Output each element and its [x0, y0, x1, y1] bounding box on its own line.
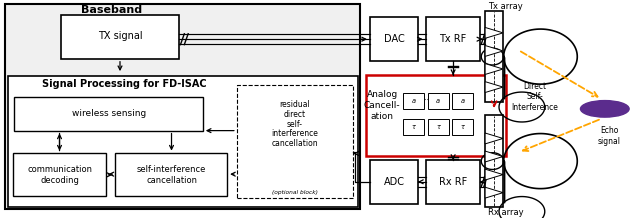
Text: TX signal: TX signal: [98, 31, 142, 41]
Text: Signal Processing for FD-ISAC: Signal Processing for FD-ISAC: [42, 79, 207, 89]
Polygon shape: [485, 82, 503, 92]
Text: Cancell-: Cancell-: [364, 101, 401, 110]
FancyBboxPatch shape: [428, 119, 449, 135]
Text: wireless sensing: wireless sensing: [72, 109, 146, 118]
FancyBboxPatch shape: [426, 17, 480, 61]
Polygon shape: [485, 187, 503, 198]
Text: DAC: DAC: [384, 34, 404, 44]
FancyBboxPatch shape: [14, 97, 203, 131]
FancyBboxPatch shape: [370, 160, 418, 204]
FancyBboxPatch shape: [115, 153, 227, 196]
Text: interference: interference: [271, 129, 319, 138]
FancyBboxPatch shape: [426, 160, 480, 204]
FancyBboxPatch shape: [8, 76, 358, 207]
Text: Rx array: Rx array: [488, 208, 524, 217]
Polygon shape: [485, 151, 503, 162]
FancyBboxPatch shape: [485, 11, 503, 102]
Text: Tx array: Tx array: [488, 2, 523, 11]
Text: self-interference
cancellation: self-interference cancellation: [137, 165, 206, 184]
Text: Direct
Self-
Interference: Direct Self- Interference: [511, 82, 558, 112]
Text: residual: residual: [280, 100, 310, 109]
Text: a: a: [460, 98, 465, 104]
Text: Rx RF: Rx RF: [439, 177, 467, 187]
FancyBboxPatch shape: [366, 75, 506, 156]
Text: ADC: ADC: [384, 177, 404, 187]
FancyBboxPatch shape: [237, 85, 353, 198]
FancyBboxPatch shape: [403, 92, 424, 109]
Text: τ: τ: [436, 124, 440, 130]
FancyBboxPatch shape: [61, 15, 179, 59]
Text: a: a: [412, 98, 416, 104]
FancyBboxPatch shape: [13, 153, 106, 196]
FancyBboxPatch shape: [5, 4, 360, 209]
Polygon shape: [485, 46, 503, 56]
Text: Tx RF: Tx RF: [440, 34, 467, 44]
Text: (optional block): (optional block): [272, 189, 318, 194]
Polygon shape: [485, 64, 503, 75]
Text: direct: direct: [284, 110, 306, 119]
Text: ation: ation: [371, 112, 394, 121]
Text: Echo
signal: Echo signal: [598, 126, 621, 146]
FancyBboxPatch shape: [485, 115, 503, 207]
FancyBboxPatch shape: [403, 119, 424, 135]
Polygon shape: [485, 169, 503, 180]
Text: self-: self-: [287, 120, 303, 129]
Polygon shape: [485, 27, 503, 38]
Text: a: a: [436, 98, 440, 104]
FancyBboxPatch shape: [370, 17, 418, 61]
Text: Analog: Analog: [367, 90, 397, 99]
Text: τ: τ: [412, 124, 416, 130]
Circle shape: [580, 100, 629, 117]
Text: τ: τ: [460, 124, 465, 130]
Text: cancellation: cancellation: [272, 139, 318, 148]
FancyBboxPatch shape: [428, 92, 449, 109]
Text: Baseband: Baseband: [81, 5, 143, 15]
Polygon shape: [485, 133, 503, 144]
FancyBboxPatch shape: [452, 92, 473, 109]
FancyBboxPatch shape: [452, 119, 473, 135]
Text: communication
decoding: communication decoding: [27, 165, 92, 184]
